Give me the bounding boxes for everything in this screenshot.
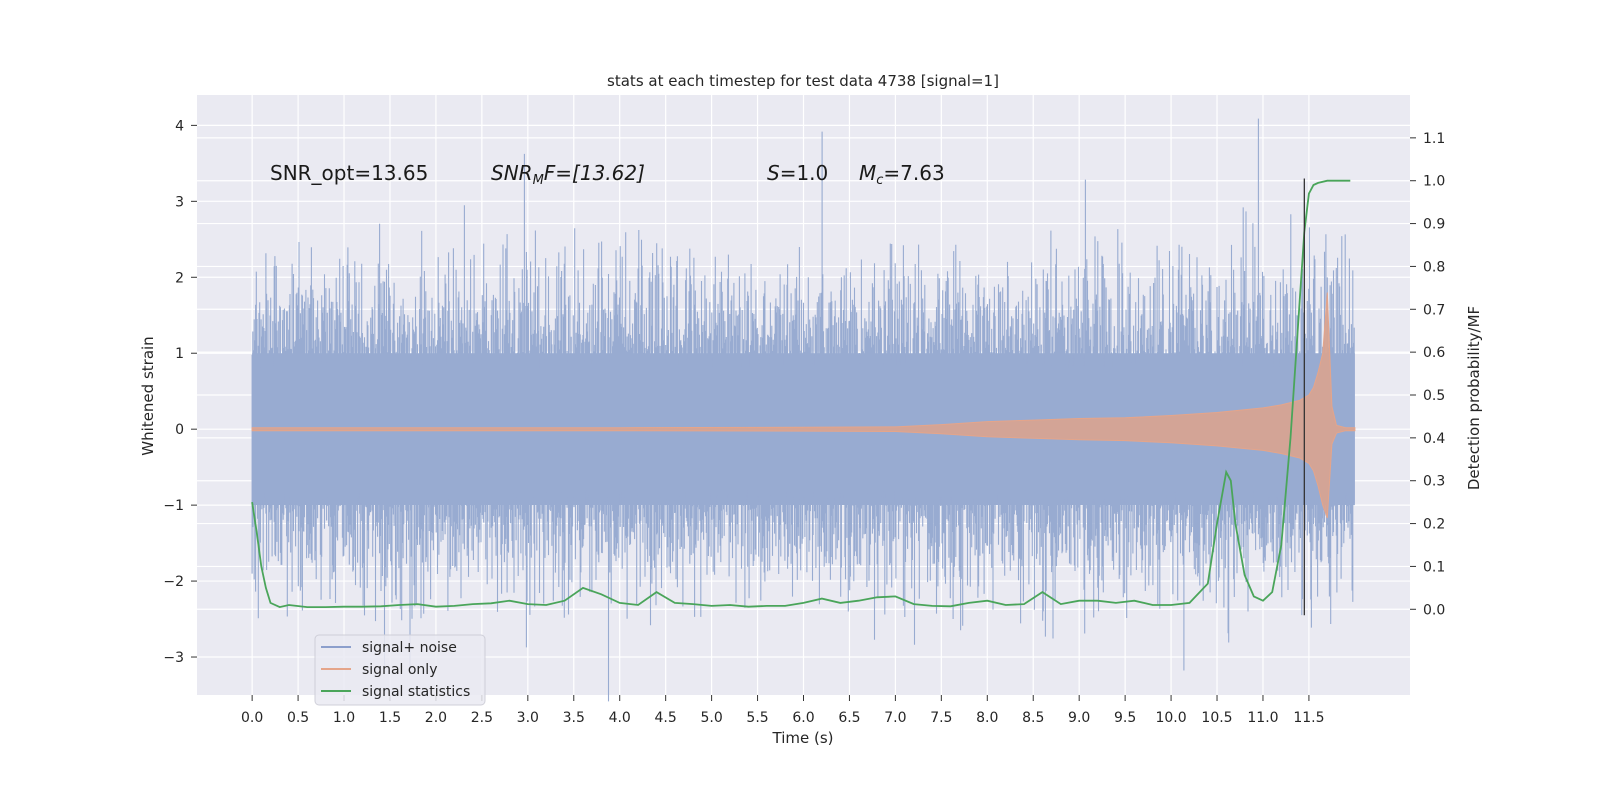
y-left-tick-label-5: 2 [175, 270, 184, 286]
x-tick-label-17: 8.5 [1022, 710, 1044, 726]
annotation-mc: Mc=7.63 [859, 161, 945, 188]
series-signal-statistics [251, 179, 1351, 609]
y-left-tick-label-0: −3 [163, 650, 184, 666]
x-tick-label-0: 0.0 [241, 710, 263, 726]
legend-label-signal-statistics: signal statistics [362, 684, 470, 700]
x-tick-label-16: 8.0 [976, 710, 998, 726]
x-tick-label-13: 6.5 [838, 710, 860, 726]
x-tick-label-22: 11.0 [1247, 710, 1278, 726]
signal-only-envelope [251, 292, 1356, 519]
x-tick-label-9: 4.5 [655, 710, 677, 726]
y-right-tick-label-0: 0.0 [1423, 602, 1445, 618]
annotation-mc-rest: =7.63 [883, 161, 944, 185]
y-left-tick-label-7: 4 [175, 118, 184, 134]
annotation-s-rest: =1.0 [780, 161, 829, 185]
x-tick-label-18: 9.0 [1068, 710, 1090, 726]
x-tick-label-7: 3.5 [563, 710, 585, 726]
y-axis-right-ticks: 0.0 0.1 0.2 0.3 0.4 0.5 0.6 0.7 0.8 0.9 1.0 1.1 [1410, 131, 1445, 618]
y-left-tick-label-3: 0 [175, 422, 184, 438]
y-axis-left-ticks: −3 −2 −1 0 1 2 3 4 [163, 118, 197, 666]
y-left-tick-label-6: 3 [175, 194, 184, 210]
y-right-tick-label-11: 1.1 [1423, 131, 1445, 147]
x-tick-label-21: 10.5 [1201, 710, 1232, 726]
annotation-s: S=1.0 [767, 161, 828, 185]
x-axis-ticks: 0.0 0.5 1.0 1.5 2.0 2.5 3.0 3.5 4.0 4.5 5.0 5.5 6.0 6… [241, 695, 1325, 726]
y-left-tick-label-2: −1 [163, 498, 184, 514]
x-tick-label-14: 7.0 [884, 710, 906, 726]
x-tick-label-2: 1.0 [333, 710, 355, 726]
y-left-tick-label-4: 1 [175, 346, 184, 362]
annotation-s-main: S [767, 161, 780, 185]
y-right-tick-label-1: 0.1 [1423, 559, 1445, 575]
legend-label-signal-only: signal only [362, 662, 437, 678]
legend-label-signal-plus-noise: signal+ noise [362, 640, 457, 656]
x-tick-label-15: 7.5 [930, 710, 952, 726]
y-left-tick-label-1: −2 [163, 574, 184, 590]
x-tick-label-4: 2.0 [425, 710, 447, 726]
legend: signal+ noise signal only signal statist… [314, 634, 486, 706]
y-right-tick-label-2: 0.2 [1423, 517, 1445, 533]
y-right-tick-label-3: 0.3 [1423, 474, 1445, 490]
x-tick-label-5: 2.5 [471, 710, 493, 726]
y-axis-left-label: Whitened strain [139, 336, 157, 455]
x-tick-label-1: 0.5 [287, 710, 309, 726]
series-signal-only [251, 292, 1356, 519]
x-tick-label-10: 5.0 [700, 710, 722, 726]
y-axis-right-label: Detection probability/MF [1465, 306, 1483, 490]
y-right-tick-label-6: 0.6 [1423, 345, 1445, 361]
x-tick-label-20: 10.0 [1155, 710, 1186, 726]
chart-title: stats at each timestep for test data 473… [607, 72, 999, 90]
x-tick-label-12: 6.0 [792, 710, 814, 726]
x-tick-label-23: 11.5 [1293, 710, 1324, 726]
legend-box [314, 634, 486, 706]
y-right-tick-label-8: 0.8 [1423, 259, 1445, 275]
annotation-snr-mf-sub: M [533, 173, 544, 188]
annotation-snr-mf-main: SNR [491, 161, 533, 185]
annotation-snr-mf: SNRMF=[13.62] [491, 161, 645, 188]
y-right-tick-label-10: 1.0 [1423, 174, 1445, 190]
y-right-tick-label-7: 0.7 [1423, 302, 1445, 318]
x-tick-label-8: 4.0 [609, 710, 631, 726]
y-right-tick-label-4: 0.4 [1423, 431, 1445, 447]
x-tick-label-19: 9.5 [1114, 710, 1136, 726]
annotation-snr-mf-rest: F=[13.62] [544, 161, 645, 185]
y-right-tick-label-9: 0.9 [1423, 217, 1445, 233]
annotation-mc-main: M [859, 161, 876, 185]
annotation-snr-opt: SNR_opt=13.65 [270, 161, 428, 185]
signal-statistics-line [251, 179, 1351, 609]
x-tick-label-3: 1.5 [379, 710, 401, 726]
x-tick-label-11: 5.5 [746, 710, 768, 726]
x-axis-label: Time (s) [772, 729, 834, 747]
x-tick-label-6: 3.0 [517, 710, 539, 726]
annotation-mc-sub: c [876, 173, 883, 188]
y-right-tick-label-5: 0.5 [1423, 388, 1445, 404]
